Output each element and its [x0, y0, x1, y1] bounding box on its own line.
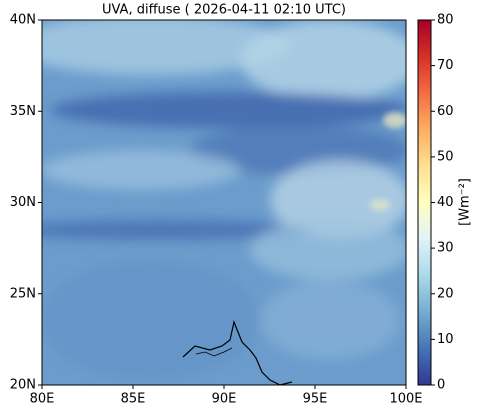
colorbar-tick-label: 30 — [437, 241, 454, 256]
x-tick-label: 90E — [212, 392, 237, 407]
colorbar-label: [Wm⁻²] — [458, 178, 473, 226]
x-tick-label: 80E — [30, 392, 55, 407]
y-tick-label: 35N — [10, 104, 36, 119]
colorbar-tick-label: 0 — [437, 378, 445, 393]
y-tick-label: 40N — [10, 13, 36, 28]
colorbar-tick-label: 80 — [437, 13, 454, 28]
x-tick-label: 100E — [389, 392, 422, 407]
y-tick-label: 30N — [10, 195, 36, 210]
colorbar-tick-label: 50 — [437, 149, 454, 164]
y-tick-label: 20N — [10, 378, 36, 393]
x-tick-label: 85E — [121, 392, 146, 407]
colorbar-tick-label: 40 — [437, 195, 454, 210]
colorbar — [417, 19, 432, 386]
colorbar-tick-label: 70 — [437, 58, 454, 73]
colorbar-tick-label: 10 — [437, 332, 454, 347]
chart-title: UVA, diffuse ( 2026-04-11 02:10 UTC) — [102, 3, 346, 18]
colorbar-tick-label: 60 — [437, 104, 454, 119]
colorbar-tick-label: 20 — [437, 286, 454, 301]
x-tick-label: 95E — [303, 392, 328, 407]
y-tick-label: 25N — [10, 286, 36, 301]
field — [42, 20, 406, 385]
